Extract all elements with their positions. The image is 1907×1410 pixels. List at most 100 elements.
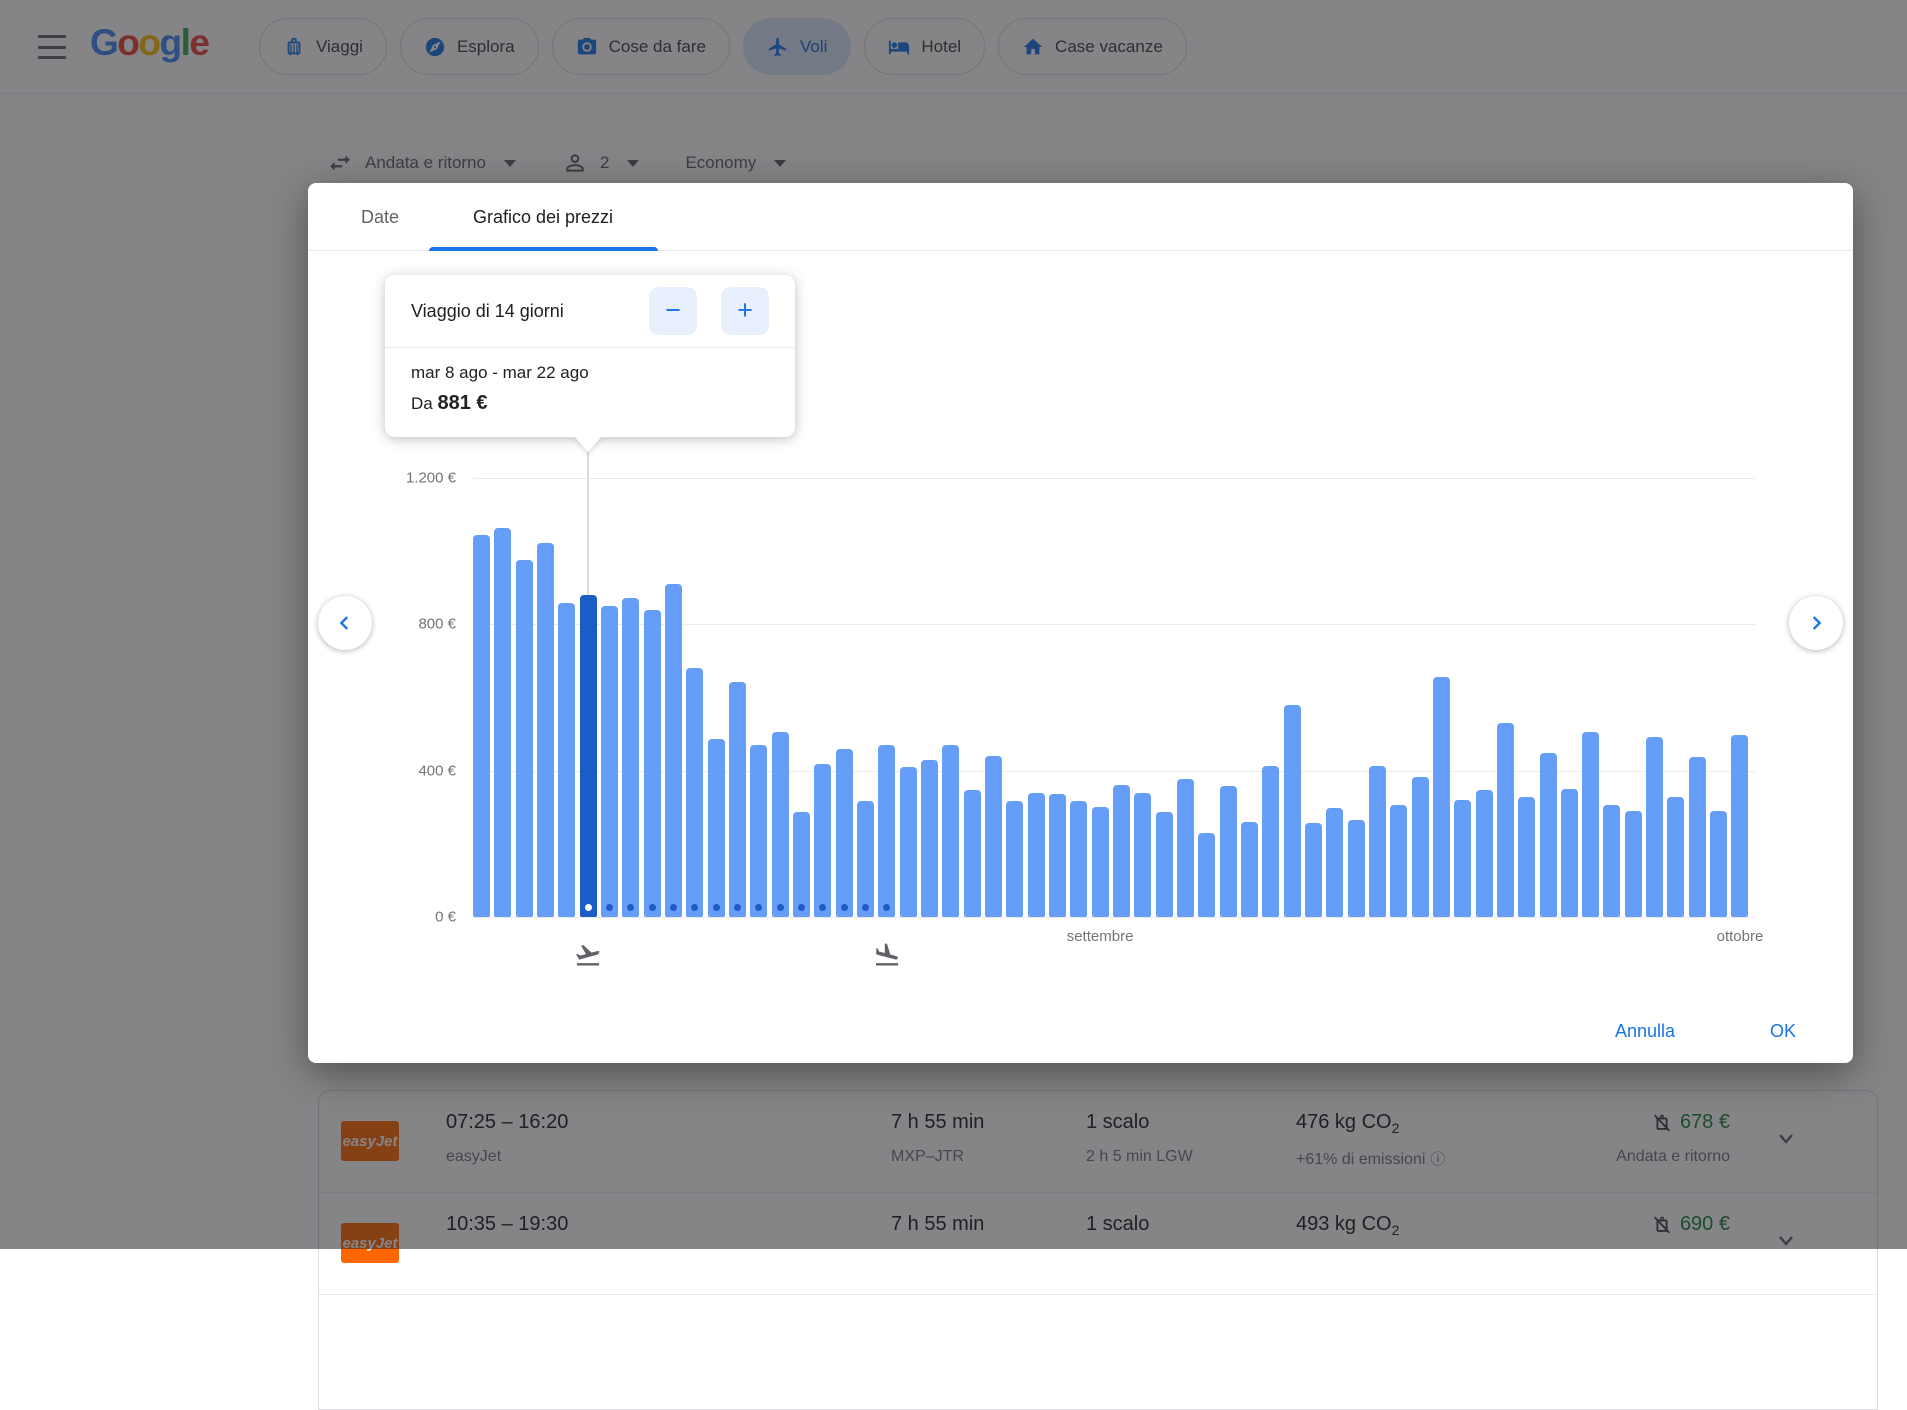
- trip-day-dot: [584, 904, 592, 911]
- price-bar[interactable]: [1155, 812, 1173, 917]
- price-bar[interactable]: [707, 739, 725, 917]
- price-bar[interactable]: [1390, 805, 1408, 917]
- price-bar[interactable]: [1112, 785, 1130, 917]
- trip-day-dot: [776, 904, 784, 911]
- trip-day-dot: [819, 904, 827, 911]
- price-bar[interactable]: [1688, 757, 1706, 917]
- price-bar[interactable]: [942, 745, 960, 917]
- price-bar[interactable]: [1582, 732, 1600, 917]
- price-bar[interactable]: [473, 535, 490, 917]
- price-bar[interactable]: [686, 668, 704, 917]
- dialog-tabs: Date Grafico dei prezzi: [308, 183, 1853, 251]
- trip-length-label: Viaggio di 14 giorni: [411, 301, 564, 321]
- price-bar[interactable]: [1496, 723, 1514, 917]
- price-bar-chart: 1.200 € 800 € 400 € 0 € settembre ottobre: [308, 183, 1853, 1063]
- trip-day-dot: [691, 904, 699, 911]
- price-bar[interactable]: [1176, 779, 1194, 917]
- gridline: [473, 917, 1755, 918]
- price-bar[interactable]: [856, 801, 874, 917]
- price-bar[interactable]: [1710, 811, 1728, 917]
- price-bar[interactable]: [1368, 766, 1386, 917]
- trip-day-dot: [755, 904, 763, 911]
- tab-price-graph[interactable]: Grafico dei prezzi: [472, 207, 614, 227]
- price-bar[interactable]: [1048, 794, 1066, 917]
- price-bar[interactable]: [600, 606, 618, 917]
- price-bar[interactable]: [1603, 805, 1621, 917]
- flight-landing-icon: [875, 943, 898, 966]
- price-bar[interactable]: [1347, 820, 1365, 917]
- price-bar[interactable]: [792, 812, 810, 917]
- price-bar[interactable]: [963, 790, 981, 917]
- trip-day-dot: [605, 904, 613, 911]
- month-label: ottobre: [1716, 928, 1764, 945]
- previous-dates-button[interactable]: [318, 596, 372, 650]
- trip-day-dot: [883, 904, 891, 911]
- price-bar[interactable]: [1240, 822, 1258, 917]
- trip-day-dot: [627, 904, 635, 911]
- price-bar[interactable]: [536, 543, 554, 917]
- price-bar[interactable]: [750, 745, 768, 917]
- price-bar[interactable]: [920, 760, 938, 917]
- price-bar[interactable]: [643, 610, 661, 917]
- price-bar[interactable]: [835, 749, 853, 917]
- month-label: settembre: [1066, 928, 1134, 945]
- ok-button[interactable]: OK: [1769, 1021, 1796, 1041]
- trip-day-dot: [797, 904, 805, 911]
- price-bar-selected[interactable]: [579, 595, 597, 917]
- gridline: [473, 770, 1755, 772]
- price-bar[interactable]: [728, 682, 746, 917]
- price-bar[interactable]: [1518, 797, 1536, 917]
- price-bar[interactable]: [1667, 797, 1685, 917]
- selected-price: Da 881 €: [411, 392, 488, 414]
- selected-date-range: mar 8 ago - mar 22 ago: [411, 363, 589, 382]
- increase-days-button[interactable]: +: [721, 287, 769, 335]
- price-bar[interactable]: [494, 528, 512, 917]
- price-bar[interactable]: [1091, 807, 1109, 917]
- price-bar[interactable]: [1432, 677, 1450, 917]
- active-tab-underline: [429, 247, 658, 251]
- trip-length-tooltip: Viaggio di 14 giorni − + mar 8 ago - mar…: [385, 275, 795, 437]
- price-bar[interactable]: [878, 745, 896, 917]
- cancel-button[interactable]: Annulla: [1614, 1021, 1676, 1041]
- tooltip-pointer: [573, 435, 603, 452]
- price-bar[interactable]: [1624, 811, 1642, 917]
- price-bar[interactable]: [814, 764, 832, 917]
- price-bar[interactable]: [1134, 793, 1152, 917]
- price-bar[interactable]: [1326, 808, 1344, 917]
- price-bar[interactable]: [1304, 823, 1322, 917]
- y-axis-tick-label: 400 €: [418, 762, 456, 780]
- price-bar[interactable]: [558, 603, 576, 917]
- price-bar[interactable]: [1198, 833, 1216, 917]
- tooltip-divider: [385, 347, 795, 348]
- price-bar[interactable]: [984, 756, 1002, 917]
- price-bar[interactable]: [1283, 705, 1301, 917]
- price-bar[interactable]: [1731, 735, 1749, 917]
- price-bar[interactable]: [1646, 737, 1664, 917]
- price-bar[interactable]: [1560, 789, 1578, 917]
- tab-date[interactable]: Date: [360, 207, 400, 227]
- price-bar[interactable]: [899, 767, 917, 917]
- price-bar[interactable]: [622, 598, 640, 917]
- trip-day-dot: [840, 904, 848, 911]
- price-bar[interactable]: [1262, 766, 1280, 917]
- trip-day-dot: [733, 904, 741, 911]
- gridline: [473, 624, 1755, 626]
- next-dates-button[interactable]: [1789, 596, 1843, 650]
- price-bar[interactable]: [1475, 790, 1493, 917]
- price-bar[interactable]: [664, 584, 682, 917]
- price-bar[interactable]: [1027, 793, 1045, 917]
- y-axis-tick-label: 800 €: [418, 615, 456, 633]
- price-bar[interactable]: [1454, 800, 1472, 917]
- price-bar[interactable]: [1219, 786, 1237, 917]
- price-bar[interactable]: [1006, 801, 1024, 917]
- price-bar[interactable]: [1539, 753, 1557, 917]
- selected-bar-guide-line: [587, 447, 589, 595]
- price-bar[interactable]: [1411, 777, 1429, 917]
- trip-day-dot: [669, 904, 677, 911]
- flight-takeoff-icon: [576, 945, 600, 966]
- price-bar[interactable]: [515, 560, 533, 917]
- y-axis-tick-label: 0 €: [435, 908, 456, 926]
- price-bar[interactable]: [771, 732, 789, 917]
- decrease-days-button[interactable]: −: [649, 287, 697, 335]
- price-bar[interactable]: [1070, 801, 1088, 917]
